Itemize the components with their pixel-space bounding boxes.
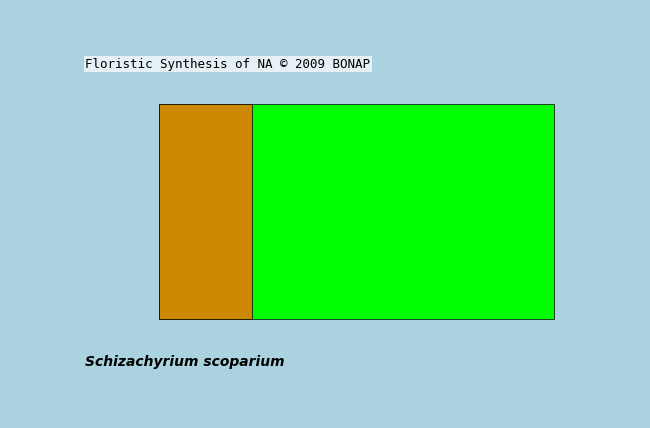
Text: Schizachyrium scoparium: Schizachyrium scoparium (85, 355, 285, 369)
Bar (159, 104, 252, 319)
Bar (159, 104, 554, 319)
Text: Floristic Synthesis of NA © 2009 BONAP: Floristic Synthesis of NA © 2009 BONAP (85, 57, 370, 71)
